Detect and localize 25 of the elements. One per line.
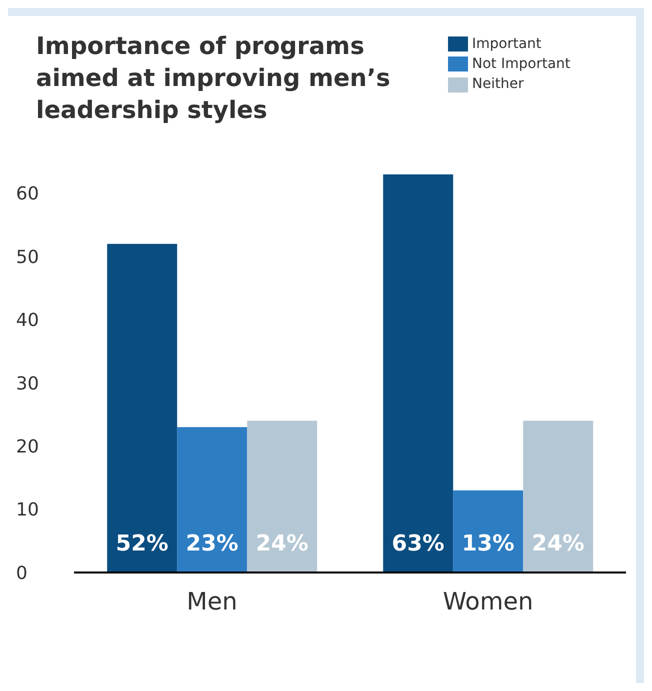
legend-label: Neither — [472, 76, 524, 92]
data-label: 52% — [116, 532, 168, 556]
y-tick-label: 60 — [16, 184, 39, 205]
x-tick-label: Women — [442, 588, 534, 616]
legend-label: Not Important — [472, 56, 570, 72]
chart-title: Importance of programs aimed at improving men’s leadership styles — [36, 31, 392, 126]
legend-label: Important — [472, 36, 542, 52]
bar — [453, 490, 524, 572]
bar — [107, 244, 178, 572]
y-tick-label: 50 — [16, 246, 39, 268]
y-tick-label: 0 — [16, 562, 28, 584]
data-label: 13% — [462, 532, 514, 556]
y-tick-label: 10 — [16, 500, 39, 521]
bar — [523, 420, 594, 572]
y-tick-label: 20 — [16, 436, 39, 458]
bar — [247, 420, 318, 572]
y-tick-label: 40 — [16, 310, 39, 332]
x-tick-label: Men — [186, 588, 238, 616]
data-label: 24% — [256, 532, 308, 556]
data-label: 23% — [186, 532, 238, 556]
data-label: 63% — [392, 532, 444, 556]
data-label: 24% — [532, 532, 584, 556]
y-tick-label: 30 — [16, 373, 39, 394]
bar — [383, 174, 454, 572]
bar — [177, 427, 248, 572]
